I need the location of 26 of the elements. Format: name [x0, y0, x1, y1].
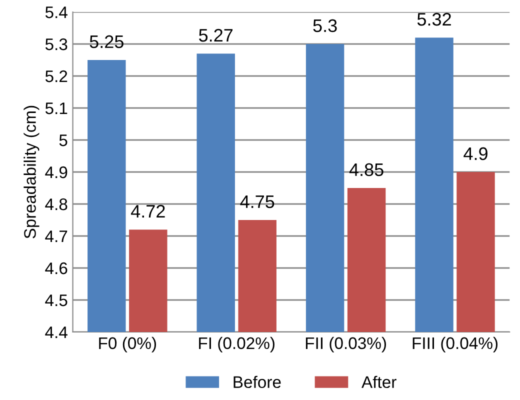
y-tick-label: 5.3: [45, 38, 68, 50]
y-tick-label: 4.9: [45, 166, 68, 178]
x-tick-label: FI (0.02%): [199, 336, 274, 352]
x-tick-label: F0 (0%): [99, 336, 156, 352]
y-tick-label: 5.1: [45, 102, 68, 114]
y-tick-label: 4.6: [45, 262, 68, 274]
x-tick-label: FII (0.03%): [306, 336, 386, 352]
data-label: 5.25: [90, 35, 124, 48]
y-tick-label: 4.5: [45, 294, 68, 306]
x-tick-label: FIII (0.04%): [412, 336, 498, 352]
y-tick-label: 5: [59, 134, 68, 146]
y-tick-label: 4.4: [45, 326, 68, 338]
y-tick-label: 5.2: [45, 70, 68, 82]
data-label: 4.72: [130, 204, 165, 218]
y-tick-label: 5.4: [45, 6, 68, 18]
legend-label: After: [362, 376, 396, 388]
data-label: 5.32: [417, 12, 451, 26]
data-label: 4.85: [349, 163, 384, 176]
y-tick-label: 4.8: [45, 198, 68, 210]
data-label: 5.27: [199, 28, 233, 42]
data-label: 4.9: [464, 147, 488, 160]
y-tick-label: 4.7: [45, 230, 68, 242]
data-label: 4.75: [240, 196, 274, 208]
data-label: 5.3: [313, 19, 337, 32]
y-axis-title: Spreadability (cm): [24, 106, 40, 238]
legend-label: Before: [234, 376, 281, 388]
